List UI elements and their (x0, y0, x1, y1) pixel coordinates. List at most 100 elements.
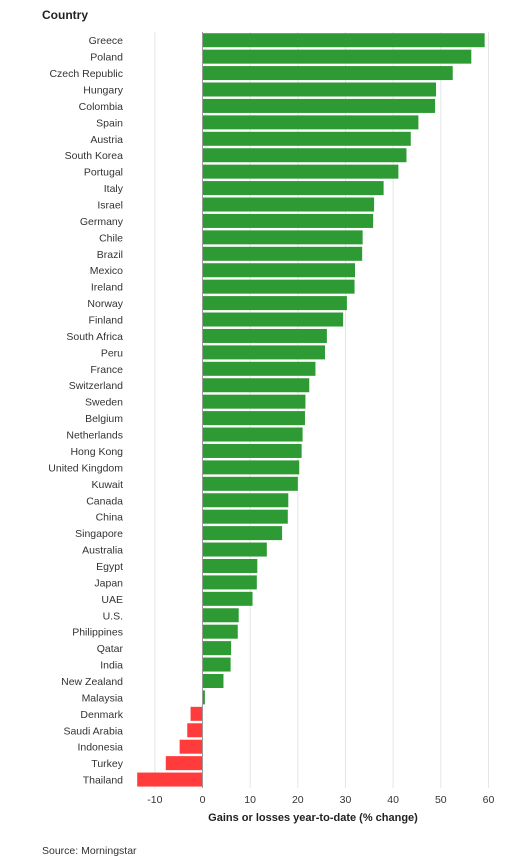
category-label: Greece (89, 35, 124, 47)
source-note: Source: Morningstar (42, 845, 137, 857)
category-label: Norway (87, 298, 123, 310)
bar (187, 723, 203, 738)
category-label: Indonesia (77, 742, 123, 754)
bar (202, 296, 347, 311)
category-label: Israel (97, 200, 123, 212)
category-label: Finland (89, 315, 124, 327)
bar (202, 641, 232, 656)
bar (202, 66, 453, 81)
category-label: Philippines (72, 627, 123, 639)
category-label: Australia (82, 545, 123, 557)
bar (202, 148, 407, 163)
x-tick-labels: -10 0 10 20 30 40 50 60 (147, 794, 494, 806)
bar (202, 131, 411, 146)
bar (202, 33, 485, 48)
category-label: Singapore (75, 528, 123, 540)
bar (202, 526, 283, 541)
category-label: Spain (96, 117, 123, 129)
category-label: U.S. (103, 610, 123, 622)
bar (190, 706, 203, 721)
bar (202, 542, 267, 557)
category-label: Turkey (91, 758, 123, 770)
category-label: Hungary (83, 85, 123, 97)
y-axis-title: Country (42, 8, 88, 22)
bar (202, 476, 298, 491)
bar (179, 739, 203, 754)
bar (202, 591, 253, 606)
category-label: South Africa (66, 331, 123, 343)
bar (202, 328, 327, 343)
bar (202, 49, 472, 64)
category-label: Belgium (85, 413, 123, 425)
x-tick-label: 20 (292, 794, 304, 806)
bar (202, 82, 437, 97)
bar (202, 197, 375, 212)
category-label: Malaysia (82, 692, 124, 704)
category-label: Portugal (84, 167, 123, 179)
category-label: Ireland (91, 282, 123, 294)
bar (202, 624, 238, 639)
bar (202, 427, 303, 442)
category-label: Kuwait (91, 479, 123, 491)
category-labels: Greece Poland Czech Republic Hungary Colombi… (48, 35, 123, 786)
bar (202, 657, 231, 672)
bar (202, 493, 289, 508)
x-tick-label: 10 (244, 794, 256, 806)
bar (202, 115, 419, 130)
category-label: Poland (90, 52, 123, 64)
category-label: Japan (94, 577, 123, 589)
category-label: Thailand (83, 775, 123, 787)
category-label: United Kingdom (48, 462, 123, 474)
bar (202, 411, 305, 426)
bar (137, 772, 203, 787)
bar (202, 443, 302, 458)
category-label: Saudi Arabia (63, 725, 123, 737)
category-label: Netherlands (66, 430, 123, 442)
category-label: Hong Kong (70, 446, 123, 458)
category-label: Czech Republic (49, 68, 123, 80)
category-label: Colombia (79, 101, 124, 113)
bar (202, 378, 310, 393)
bar (202, 690, 205, 705)
category-label: Austria (90, 134, 123, 146)
category-label: UAE (101, 594, 123, 606)
x-tick-label: 0 (200, 794, 206, 806)
category-label: Sweden (85, 397, 123, 409)
category-label: New Zealand (61, 676, 123, 688)
bar (202, 312, 344, 327)
category-label: Mexico (90, 265, 123, 277)
bar (202, 558, 258, 573)
category-label: Egypt (96, 561, 123, 573)
bar (202, 181, 384, 196)
x-tick-label: 60 (483, 794, 495, 806)
bar (202, 345, 325, 360)
bar (202, 230, 363, 245)
bar (202, 213, 374, 228)
bar (202, 279, 355, 294)
bar (202, 608, 239, 623)
x-tick-label: 50 (435, 794, 447, 806)
category-label: Italy (104, 183, 124, 195)
bar (202, 575, 257, 590)
x-tick-label: -10 (147, 794, 162, 806)
category-label: Brazil (97, 249, 123, 261)
category-label: Chile (99, 232, 123, 244)
bar (202, 394, 306, 409)
category-label: Switzerland (69, 380, 123, 392)
bar (202, 509, 288, 524)
bar (202, 263, 356, 278)
bar (202, 673, 224, 688)
category-label: China (96, 512, 124, 524)
bar (202, 164, 399, 179)
bars (137, 33, 485, 787)
x-tick-label: 30 (340, 794, 352, 806)
bar (165, 756, 203, 771)
category-label: France (90, 364, 123, 376)
category-label: South Korea (65, 150, 124, 162)
category-label: Canada (86, 495, 123, 507)
category-label: Peru (101, 347, 123, 359)
bar (202, 460, 300, 475)
x-tick-label: 40 (387, 794, 399, 806)
bar (202, 98, 436, 113)
